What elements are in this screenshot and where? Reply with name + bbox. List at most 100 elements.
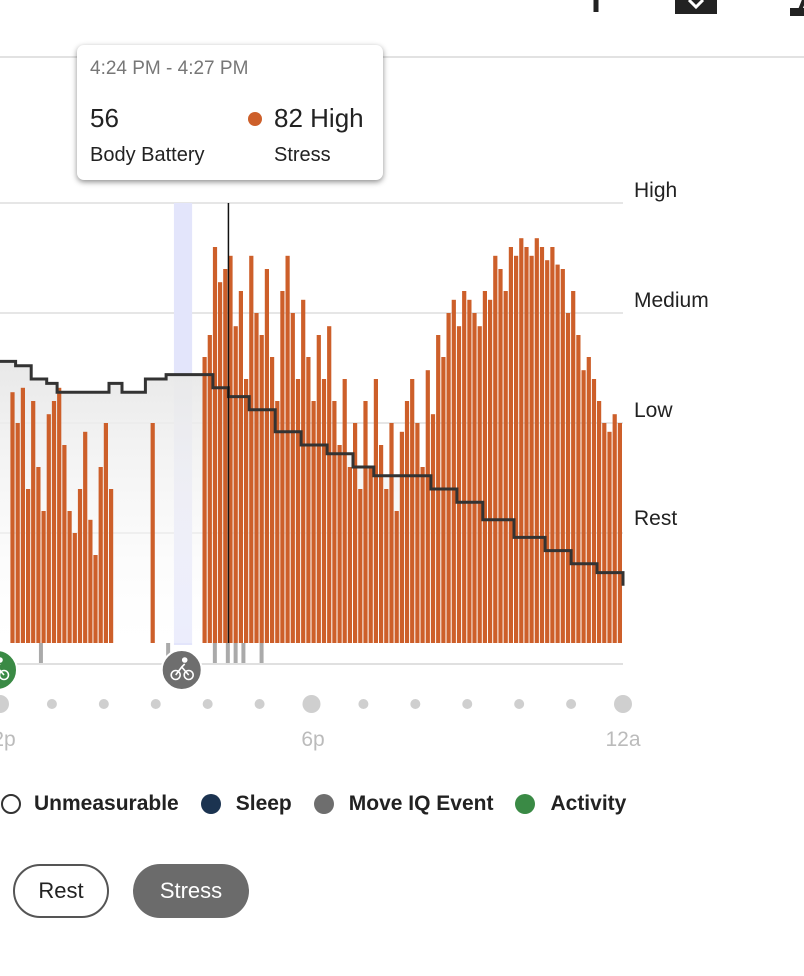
stress-bar [456, 326, 462, 643]
cycling-icon [170, 657, 195, 681]
legend-activity: Activity [515, 792, 626, 816]
stress-bar [57, 387, 62, 643]
stress-bar [316, 335, 321, 643]
stress-bar [493, 255, 498, 644]
stress-bar [285, 255, 290, 644]
legend-label: Sleep [235, 792, 292, 815]
stress-bar [321, 379, 327, 643]
stress-bar [565, 313, 571, 643]
y-label-medium: Medium [634, 289, 709, 312]
hour-tick-dot [566, 699, 577, 709]
stress-bar [26, 489, 31, 643]
stress-bar [311, 401, 316, 643]
hour-tick-dot [410, 699, 421, 709]
stress-bar [482, 291, 487, 643]
stress-bar [529, 255, 534, 644]
y-label-rest: Rest [634, 507, 678, 530]
tooltip-stress-value: 82 High [274, 103, 364, 133]
stress-bar [353, 423, 358, 643]
stress-bar [591, 379, 597, 643]
move-iq-marker [166, 643, 171, 663]
stress-bar [223, 269, 228, 643]
stress-bar [93, 555, 98, 643]
stress-bar [270, 357, 275, 643]
legend-move-iq: Move IQ Event [313, 792, 493, 816]
stress-bar [77, 489, 83, 643]
stress-bar [597, 401, 602, 643]
stress-bar [503, 291, 508, 643]
cycling-icon [0, 657, 10, 681]
stress-bar [290, 313, 295, 643]
move-iq-marker [225, 643, 230, 663]
stress-bar [218, 282, 223, 643]
stress-bar [607, 431, 612, 643]
hour-tick-dot [46, 699, 57, 709]
stress-bar [379, 445, 384, 643]
hour-tick-dot [202, 699, 213, 709]
x-label-6p: 6p [301, 728, 325, 751]
stress-bar [244, 379, 249, 643]
stress-bar [472, 313, 477, 643]
stress-bar [150, 423, 155, 643]
stress-bar [363, 401, 368, 643]
move-iq-marker [241, 643, 246, 663]
move-iq-marker [212, 643, 217, 663]
stress-bar [238, 291, 243, 643]
legend-unmeasurable: Unmeasurable [1, 792, 179, 816]
stress-bar [467, 299, 472, 643]
stress-bar [280, 291, 285, 643]
stress-bar [254, 313, 259, 643]
stress-bar [420, 467, 425, 643]
lightbulb-icon[interactable] [780, 0, 804, 21]
stress-bar [88, 519, 93, 643]
stress-bar [20, 387, 25, 643]
stress-bar [581, 370, 586, 643]
stress-button[interactable]: Stress [133, 864, 249, 918]
move-iq-swatch-icon [313, 794, 334, 814]
calendar-icon[interactable] [675, 0, 717, 19]
hour-tick-dot [462, 699, 473, 709]
stress-bar [430, 414, 436, 643]
stress-bar [72, 533, 77, 643]
upload-cloud-icon[interactable] [572, 0, 620, 17]
hour-tick-dot [514, 699, 525, 709]
stress-bar [524, 247, 529, 643]
stress-bar [602, 423, 607, 643]
stress-bar [275, 401, 280, 643]
stress-bar [249, 255, 254, 644]
stress-bar [109, 489, 114, 643]
stress-bar [327, 326, 332, 643]
stress-chart[interactable] [0, 0, 804, 760]
stress-bar [36, 467, 41, 643]
stress-bar [46, 414, 51, 643]
stress-bar [498, 269, 503, 643]
activity-marker [160, 649, 203, 691]
stress-dot-icon [248, 112, 262, 126]
rest-button[interactable]: Rest [13, 864, 109, 918]
stress-bar [586, 357, 591, 643]
stress-bar [545, 260, 550, 643]
stress-bar [259, 335, 264, 643]
stress-bar [555, 264, 560, 643]
stress-bar [384, 489, 389, 643]
move-iq-marker [233, 643, 238, 663]
stress-bar [519, 238, 524, 643]
stress-bar [347, 467, 352, 643]
stress-bar [51, 401, 57, 643]
stress-bar [404, 401, 410, 643]
stress-bar [446, 313, 451, 643]
stress-bar [103, 423, 108, 643]
stress-bar [295, 379, 301, 643]
stress-bar [83, 431, 88, 643]
stress-bar [358, 489, 363, 643]
hour-tick-dot [0, 695, 9, 713]
unmeasurable-swatch-icon [1, 794, 21, 814]
hour-tick-dot [254, 699, 265, 709]
stress-bar [514, 255, 519, 644]
hour-tick-dot [614, 695, 632, 713]
stress-bar [202, 357, 207, 643]
stress-bar [301, 299, 306, 643]
hour-tick-dot [358, 699, 369, 709]
stress-bar [534, 238, 539, 643]
stress-bar [41, 511, 46, 643]
